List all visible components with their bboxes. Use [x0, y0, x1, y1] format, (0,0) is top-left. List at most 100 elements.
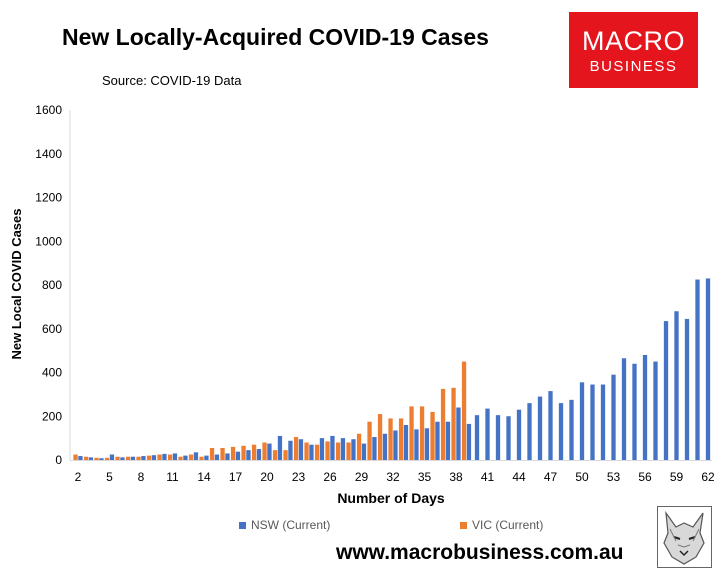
x-tick-label: 59: [670, 470, 684, 484]
logo-line-2: BUSINESS: [589, 58, 678, 75]
bar-nsw: [330, 435, 335, 460]
bar-nsw: [445, 421, 451, 460]
bar-vic: [220, 447, 225, 460]
bar-nsw: [527, 403, 532, 460]
bar-nsw: [516, 409, 522, 460]
bar-nsw: [485, 408, 490, 460]
bar-nsw: [663, 321, 669, 460]
bar-nsw: [151, 455, 157, 460]
bar-nsw: [474, 415, 480, 460]
bar-vic: [167, 454, 173, 460]
bar-vic: [451, 387, 456, 460]
bar-vic: [104, 457, 110, 460]
bar-nsw: [642, 355, 648, 460]
bar-nsw: [372, 437, 377, 460]
bar-nsw: [162, 453, 167, 460]
x-tick-label: 56: [638, 470, 652, 484]
bar-nsw: [183, 455, 188, 460]
bar-nsw: [309, 444, 314, 460]
logo-line-1: MACRO: [582, 26, 685, 56]
y-tick-label: 200: [42, 409, 62, 423]
bar-nsw: [506, 416, 511, 460]
y-axis-label: New Local COVID Cases: [9, 209, 24, 360]
x-tick-label: 50: [575, 470, 589, 484]
wolf-icon: [663, 510, 705, 565]
bar-nsw: [235, 451, 241, 460]
y-tick-label: 1600: [35, 103, 62, 117]
plot-area: 0 200 400 600 800 1000 1200 1400 1600 2 5 8 11 14 17 20…: [35, 103, 714, 484]
bar-nsw: [621, 358, 627, 460]
bar-vic: [251, 444, 257, 460]
bar-nsw: [548, 391, 553, 460]
bar-nsw: [351, 439, 356, 460]
bar-nsw: [361, 443, 367, 460]
x-tick-label: 2: [75, 470, 82, 484]
bar-vic: [398, 418, 404, 460]
bar-nsw: [267, 443, 272, 460]
x-tick-label: 35: [418, 470, 432, 484]
x-tick-label: 17: [229, 470, 243, 484]
x-tick-label: 26: [323, 470, 337, 484]
y-tick-label: 1200: [35, 191, 62, 205]
bar-nsw: [695, 279, 700, 460]
bar-vic: [346, 442, 351, 460]
bar-vic: [199, 456, 204, 460]
bar-vic: [146, 455, 152, 460]
legend-vic: VIC (Current): [460, 518, 543, 532]
bar-vic: [230, 446, 236, 460]
wolf-logo: [657, 506, 712, 568]
legend-nsw-label: NSW (Current): [251, 518, 331, 532]
bar-nsw: [130, 456, 136, 460]
bar-nsw: [141, 456, 146, 460]
x-tick-label: 62: [701, 470, 714, 484]
bar-vic: [83, 456, 89, 460]
bar-nsw: [590, 384, 595, 460]
chart-source: Source: COVID-19 Data: [102, 73, 242, 88]
bar-vic: [125, 456, 131, 460]
bar-nsw: [684, 318, 690, 460]
bar-vic: [157, 454, 162, 460]
x-tick-label: 41: [481, 470, 495, 484]
bar-vic: [272, 450, 278, 460]
bar-nsw: [214, 454, 220, 460]
bar-nsw: [120, 457, 125, 460]
y-tick-label: 800: [42, 278, 62, 292]
bar-nsw: [99, 458, 104, 460]
bar-vic: [293, 437, 299, 460]
x-tick-label: 23: [292, 470, 306, 484]
bar-nsw: [414, 429, 419, 460]
x-tick-label: 14: [197, 470, 211, 484]
x-tick-label: 11: [166, 470, 179, 484]
website-url: www.macrobusiness.com.au: [336, 541, 624, 564]
bar-nsw: [193, 452, 199, 460]
bar-vic: [262, 442, 267, 460]
bar-vic: [356, 433, 362, 460]
bar-nsw: [653, 361, 658, 460]
bar-vic: [136, 456, 141, 460]
y-tick-label: 0: [55, 453, 62, 467]
bar-vic: [94, 457, 99, 460]
bar-nsw: [435, 421, 440, 460]
bar-nsw: [403, 425, 409, 460]
bar-nsw: [495, 415, 501, 460]
legend-nsw-swatch: [239, 521, 246, 529]
bar-vic: [115, 456, 120, 460]
bar-vic: [335, 442, 341, 460]
bar-vic: [461, 361, 467, 460]
bar-vic: [388, 418, 393, 460]
bar-nsw: [319, 438, 325, 460]
legend-vic-swatch: [460, 521, 467, 529]
bar-vic: [430, 411, 435, 460]
bar-nsw: [256, 449, 262, 460]
bar-vic: [440, 388, 446, 460]
bar-nsw: [225, 453, 230, 460]
x-tick-label: 32: [386, 470, 400, 484]
bar-vic: [188, 454, 194, 460]
bar-vic: [241, 445, 246, 460]
bar-nsw: [340, 438, 346, 460]
bar-vic: [178, 456, 183, 460]
x-tick-label: 53: [607, 470, 621, 484]
bar-nsw: [88, 457, 94, 460]
bar-nsw: [204, 455, 209, 460]
